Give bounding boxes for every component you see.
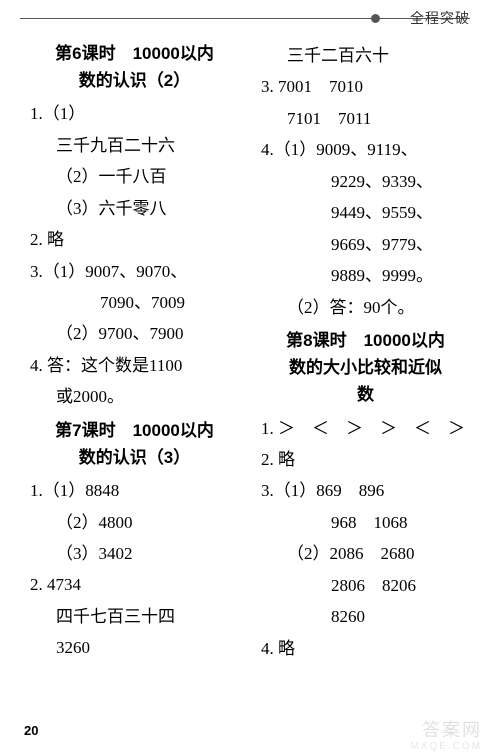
sec6-q2: 2. 略: [24, 224, 245, 255]
header-rule: [20, 18, 470, 19]
header-dot: [371, 14, 380, 23]
sec7c-l9: （2）答：90个。: [255, 292, 476, 323]
sec6-heading: 第6课时 10000以内 数的认识（2）: [24, 40, 245, 94]
sec7-q2-b: 四千七百三十四: [24, 601, 245, 632]
sec6-q1-1: 三千九百二十六: [24, 130, 245, 161]
watermark-url: MXQE.COM: [410, 741, 482, 752]
sec8-title-line1: 第8课时 10000以内: [286, 331, 445, 350]
sec6-q4-a: 4. 答：这个数是1100: [24, 350, 245, 381]
sec7-title-line1: 第7课时 10000以内: [55, 421, 214, 440]
right-column: 三千二百六十 3. 7001 7010 7101 7011 4.（1）9009、…: [255, 40, 476, 714]
sec6-q3-2: （2）9700、7900: [24, 318, 245, 349]
sec6-q1-head: 1.（1）: [24, 98, 245, 129]
sec6-q3-head: 3.（1）9007、9070、: [24, 256, 245, 287]
sec7-heading: 第7课时 10000以内 数的认识（3）: [24, 417, 245, 471]
sec7c-l3: 7101 7011: [255, 103, 476, 134]
sec7c-l2: 3. 7001 7010: [255, 71, 476, 102]
sec8-q4: 4. 略: [255, 633, 476, 664]
sec7-q1-1: 1.（1）8848: [24, 475, 245, 506]
sec7-title-line2: 数的认识（3）: [79, 448, 190, 467]
sec8-q2: 2. 略: [255, 444, 476, 475]
sec8-title-line2: 数的大小比较和近似: [289, 358, 442, 377]
sec6-title-line2: 数的认识（2）: [79, 71, 190, 90]
sec7c-l1: 三千二百六十: [255, 40, 476, 71]
header-brand: 全程突破: [410, 8, 470, 28]
sec8-q3-2c: 8260: [255, 601, 476, 632]
sec7c-l8: 9889、9999。: [255, 260, 476, 291]
sec8-q1: 1. ＞ ＜ ＞ ＞ ＜ ＞: [255, 413, 476, 444]
sec6-q1-3: （3）六千零八: [24, 193, 245, 224]
sec8-heading: 第8课时 10000以内 数的大小比较和近似 数: [255, 327, 476, 409]
sec7-q1-2: （2）4800: [24, 507, 245, 538]
sec6-q3-1b: 7090、7009: [24, 287, 245, 318]
sec7c-l6: 9449、9559、: [255, 197, 476, 228]
sec8-q3-1a: 3.（1）869 896: [255, 475, 476, 506]
sec7c-l4: 4.（1）9009、9119、: [255, 134, 476, 165]
sec6-q4-b: 或2000。: [24, 381, 245, 412]
sec7-q2-c: 3260: [24, 632, 245, 663]
sec7c-l5: 9229、9339、: [255, 166, 476, 197]
sec8-q3-1b: 968 1068: [255, 507, 476, 538]
sec6-title-line1: 第6课时 10000以内: [55, 44, 214, 63]
sec7c-l7: 9669、9779、: [255, 229, 476, 260]
sec8-q3-2b: 2806 8206: [255, 570, 476, 601]
page-content: 第6课时 10000以内 数的认识（2） 1.（1） 三千九百二十六 （2）一千…: [24, 40, 476, 714]
sec7-q2-a: 2. 4734: [24, 569, 245, 600]
sec8-title-line3: 数: [357, 385, 374, 404]
sec8-q3-2a: （2）2086 2680: [255, 538, 476, 569]
left-column: 第6课时 10000以内 数的认识（2） 1.（1） 三千九百二十六 （2）一千…: [24, 40, 245, 714]
sec7-q1-3: （3）3402: [24, 538, 245, 569]
page-number: 20: [24, 723, 38, 738]
watermark-main: 答案网: [422, 716, 482, 742]
sec6-q1-2: （2）一千八百: [24, 161, 245, 192]
